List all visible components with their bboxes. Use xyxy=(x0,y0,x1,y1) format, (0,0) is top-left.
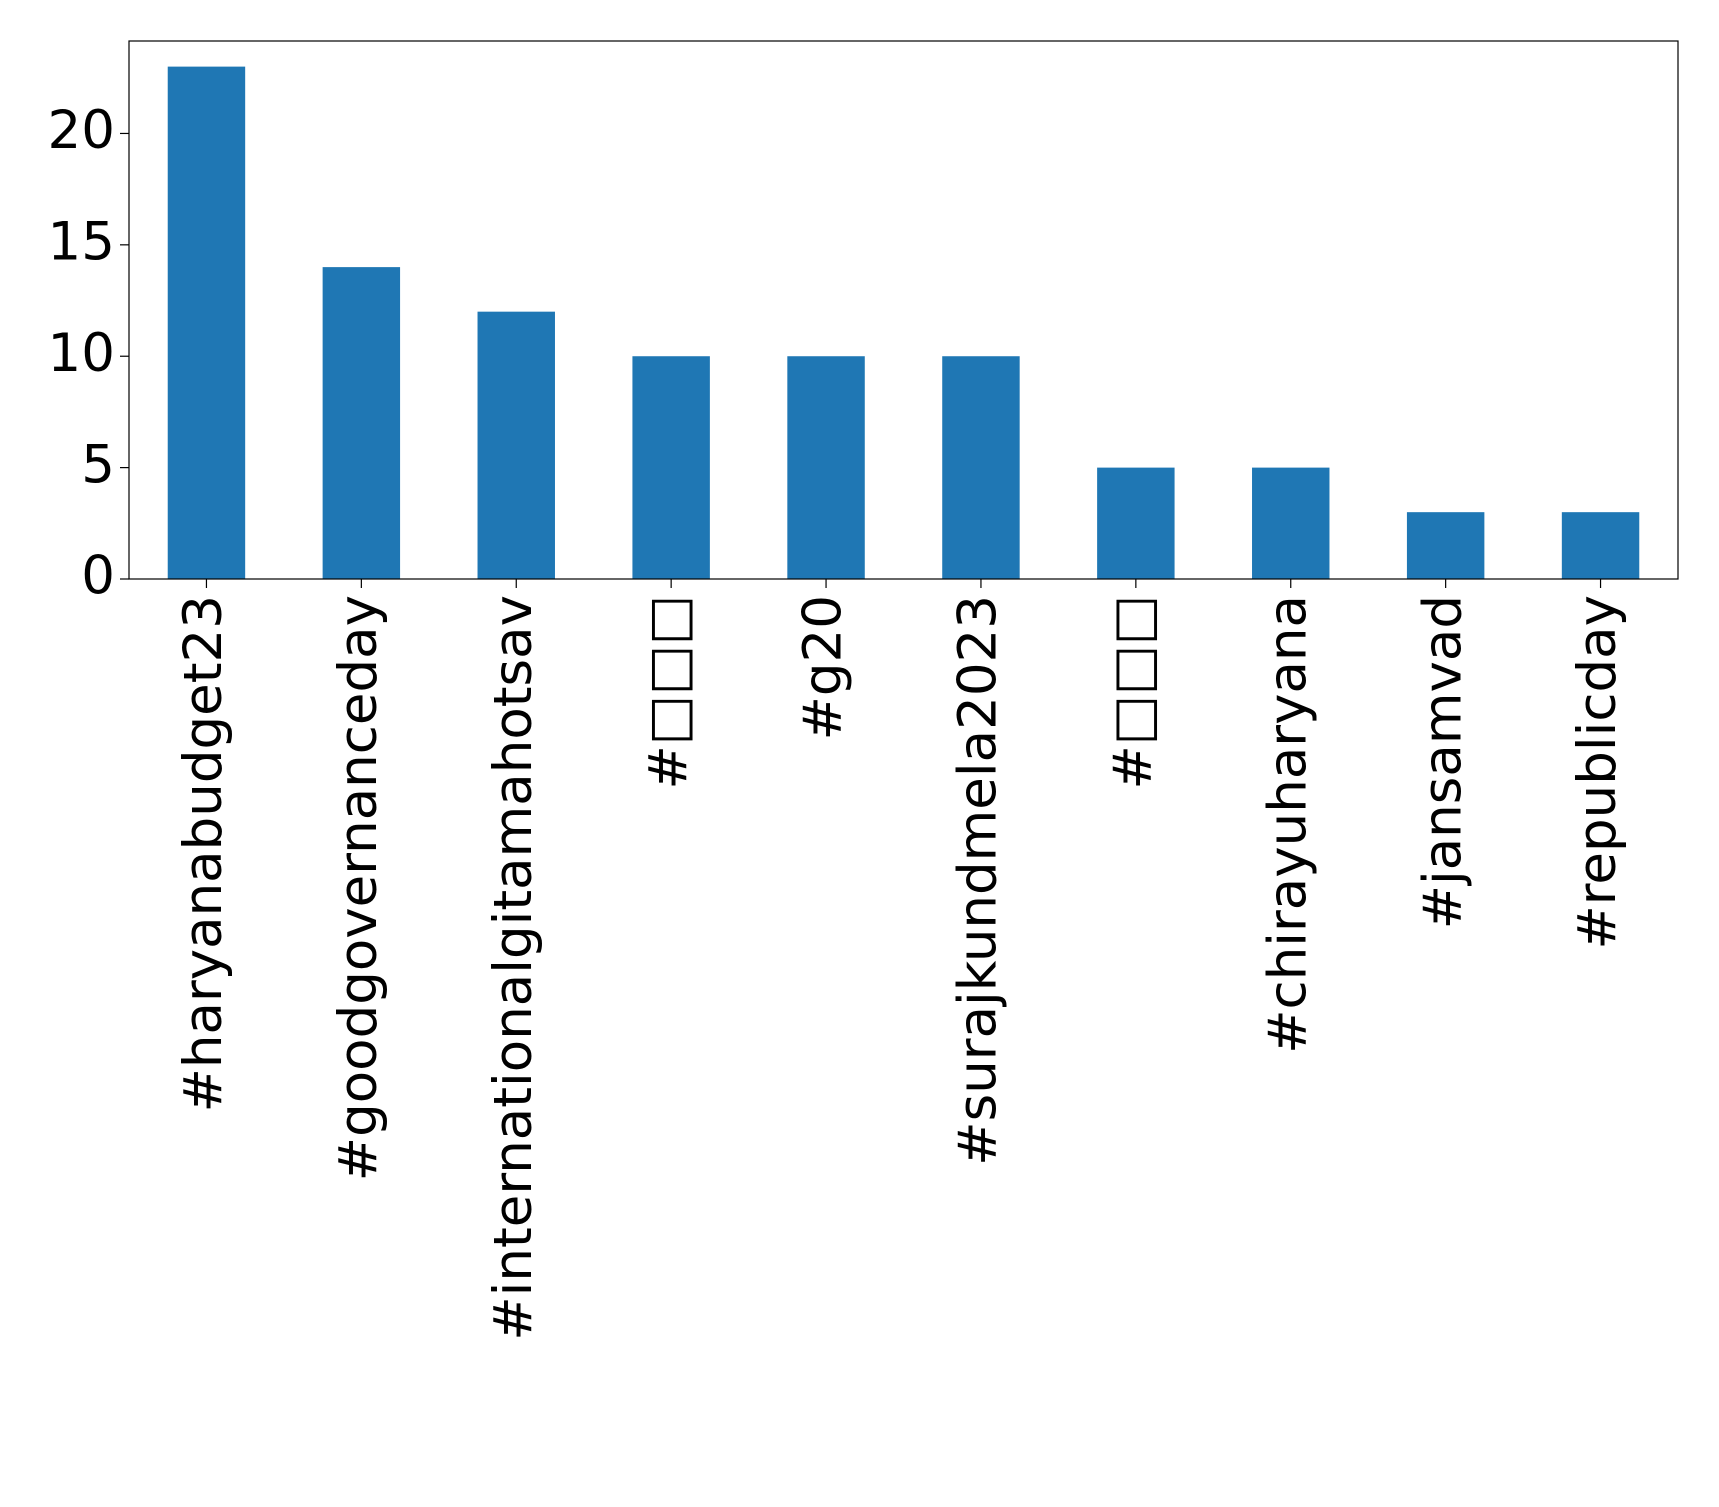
bar xyxy=(477,311,555,579)
x-tick-label: #goodgovernanceday xyxy=(328,595,389,1181)
x-tick-label: #surajkundmela2023 xyxy=(948,595,1009,1166)
y-tick-label: 5 xyxy=(81,434,115,495)
bar xyxy=(787,356,865,579)
x-tick-label: #republicday xyxy=(1567,595,1628,950)
x-tick-label: #chirayuharyana xyxy=(1257,595,1318,1054)
x-tick-label: #g20 xyxy=(793,595,854,741)
bar xyxy=(632,356,710,579)
y-tick-label: 20 xyxy=(48,100,115,161)
bar xyxy=(167,66,246,580)
y-tick-label: 0 xyxy=(81,546,115,607)
bar xyxy=(942,356,1020,579)
x-tick-label: #□□□ xyxy=(1102,595,1163,790)
x-tick-label: #jansamvad xyxy=(1412,595,1473,929)
x-tick-label: #haryanabudget23 xyxy=(173,595,234,1113)
bar xyxy=(1097,467,1175,579)
x-tick-label: #internationalgitamahotsav xyxy=(483,595,544,1341)
y-tick-label: 15 xyxy=(48,211,115,272)
y-tick-label: 10 xyxy=(48,323,115,384)
bar xyxy=(322,267,401,579)
bar xyxy=(1561,512,1640,579)
bar xyxy=(1406,512,1485,579)
bar xyxy=(1252,467,1330,579)
plot-frame xyxy=(128,40,1679,580)
x-tick-label: #□□□ xyxy=(638,595,699,790)
